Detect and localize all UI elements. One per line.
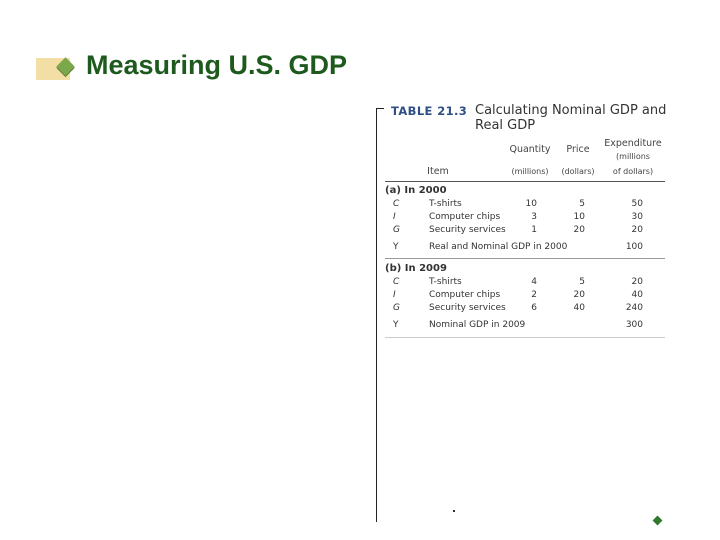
table-number: TABLE 21.3 [391, 104, 468, 118]
row-price: 5 [579, 277, 585, 287]
row-code: Y [393, 320, 399, 330]
item-header: Item [427, 166, 449, 177]
section-rule [385, 258, 665, 259]
row-quantity: 4 [531, 277, 537, 287]
row-item: Security services [429, 225, 506, 235]
table-row: C T-shirts 10 5 50 [385, 199, 665, 212]
row-code: C [393, 277, 400, 287]
table-frame-tick [376, 108, 384, 109]
expenditure-header: Expenditure [604, 138, 662, 149]
row-quantity: 2 [531, 290, 537, 300]
expenditure-header-unit: (millions [616, 152, 650, 161]
row-code: G [393, 225, 400, 235]
table-row: G Security services 1 20 20 [385, 225, 665, 238]
quantity-header: Quantity [509, 144, 551, 155]
price-header-unit: (dollars) [561, 167, 595, 176]
row-expenditure: 20 [631, 277, 643, 287]
row-price: 10 [573, 212, 585, 222]
row-item: Nominal GDP in 2009 [429, 320, 526, 330]
price-header: Price [566, 144, 590, 155]
row-item: Real and Nominal GDP in 2000 [429, 242, 568, 252]
row-item: T-shirts [429, 277, 462, 287]
row-expenditure: 240 [625, 303, 643, 313]
quantity-header-unit: (millions) [511, 167, 549, 176]
expenditure-header-unit2: of dollars) [612, 167, 654, 176]
section-heading-2009: (b) In 2009 [385, 263, 447, 274]
row-price: 40 [573, 303, 585, 313]
next-slide-diamond-icon[interactable] [652, 515, 663, 526]
row-code: G [393, 303, 400, 313]
row-price: 20 [573, 225, 585, 235]
row-item: T-shirts [429, 199, 462, 209]
table-row: G Security services 6 40 240 [385, 303, 665, 316]
row-expenditure: 40 [631, 290, 643, 300]
slide-title: Measuring U.S. GDP [86, 50, 348, 80]
table-row-total: Y Real and Nominal GDP in 2000 100 [385, 242, 665, 255]
row-price: 5 [579, 199, 585, 209]
row-expenditure: 100 [625, 242, 643, 252]
header-rule [385, 181, 665, 182]
row-expenditure: 30 [631, 212, 643, 222]
row-expenditure: 300 [625, 320, 643, 330]
row-quantity: 6 [531, 303, 537, 313]
row-quantity: 3 [531, 212, 537, 222]
row-code: I [393, 212, 396, 222]
row-code: Y [393, 242, 399, 252]
table-bottom-rule [385, 337, 665, 338]
row-price: 20 [573, 290, 585, 300]
row-item: Security services [429, 303, 506, 313]
row-expenditure: 20 [631, 225, 643, 235]
row-quantity: 10 [525, 199, 537, 209]
row-item: Computer chips [429, 290, 501, 300]
row-expenditure: 50 [631, 199, 643, 209]
table-frame-line [376, 108, 377, 522]
stray-dot [453, 510, 455, 512]
row-code: I [393, 290, 396, 300]
row-quantity: 1 [531, 225, 537, 235]
table-row: I Computer chips 2 20 40 [385, 290, 665, 303]
table-row: I Computer chips 3 10 30 [385, 212, 665, 225]
table-caption: Calculating Nominal GDP and Real GDP [475, 103, 667, 133]
row-code: C [393, 199, 400, 209]
row-item: Computer chips [429, 212, 501, 222]
table-row-total: Y Nominal GDP in 2009 300 [385, 320, 665, 333]
table-row: C T-shirts 4 5 20 [385, 277, 665, 290]
section-heading-2000: (a) In 2000 [385, 185, 447, 196]
